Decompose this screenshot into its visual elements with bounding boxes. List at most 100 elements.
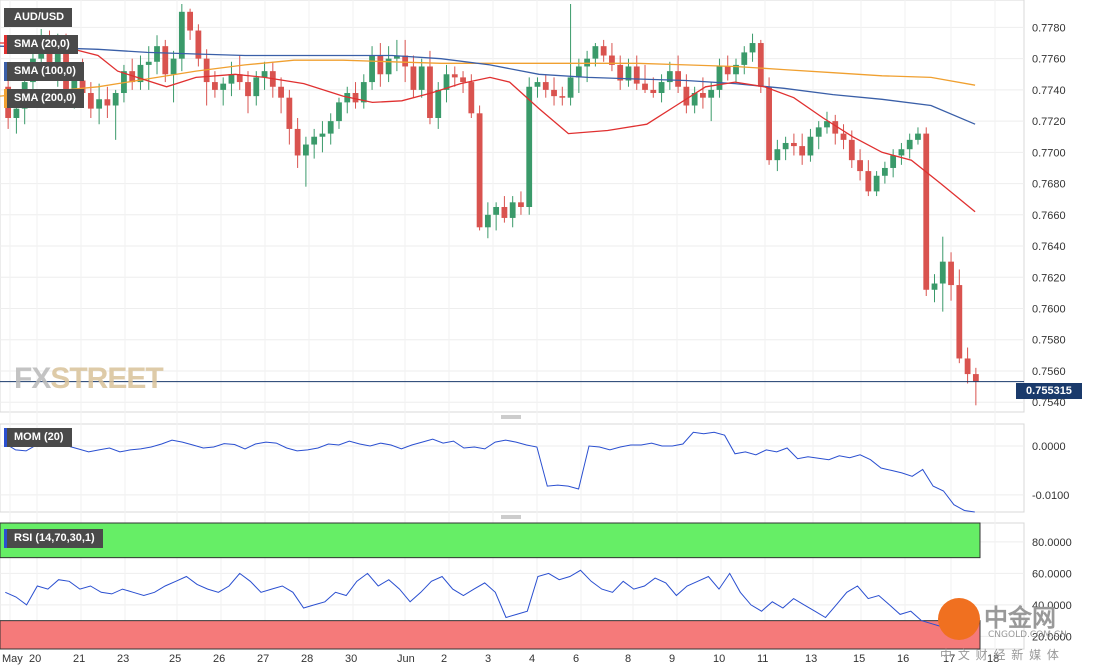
candle-body [915,133,921,140]
candle [145,46,152,90]
candle-body [112,93,119,106]
candle-body [964,358,971,375]
candle [915,127,921,145]
candle [327,113,334,145]
legend-sma200[interactable]: SMA (200,0) [4,89,84,108]
candle [451,66,458,87]
candle-body [824,121,830,128]
price-tick-label: 0.7680 [1032,179,1066,191]
candle [658,74,665,103]
x-tick-label: 18 [987,653,999,665]
candle-body [71,80,78,90]
candle-body [236,74,243,83]
sma200-line [0,59,976,97]
candle-body [733,64,739,75]
rsi-tick-label: 60.0000 [1032,568,1072,580]
current-price-tag: 0.755315 [1016,383,1082,399]
candle-body [336,102,342,122]
candle-body [319,133,326,137]
x-tick-label: 28 [301,653,313,665]
cngold-logo-icon [938,598,980,640]
legend-mom[interactable]: MOM (20) [4,428,72,447]
candle [278,77,284,114]
candle [675,55,681,94]
candle-body [666,71,673,83]
x-tick-label: 11 [757,653,768,665]
x-tick-label: 23 [117,653,129,665]
x-tick-label: 6 [573,653,579,665]
candle-body [460,77,466,83]
panel-splitter-1[interactable] [501,415,521,419]
cngold-name: 中金网 [984,604,1056,632]
x-tick-label: 16 [897,653,909,665]
x-tick-label: 17 [943,653,955,665]
candle [344,86,351,114]
candle-body [178,11,185,59]
candle [112,89,119,140]
candle-body [799,146,806,156]
rsi-tick-label: 80.0000 [1032,537,1072,549]
candle [741,46,748,75]
candle-body [278,86,284,98]
legend-sma20[interactable]: SMA (20,0) [4,35,78,54]
candle [923,127,930,297]
candle-body [881,167,888,176]
candle-body [385,58,392,75]
candle-body [468,82,475,114]
candle [857,149,863,181]
candle-body [418,66,425,90]
candle-body [501,207,508,218]
candle-body [212,82,218,90]
candle [972,367,979,406]
candle [956,269,963,364]
candle [708,82,715,122]
x-tick-label: 10 [713,653,725,665]
candle-body [145,61,152,65]
candle [162,39,169,83]
candle-body [956,285,963,359]
legend-rsi[interactable]: RSI (14,70,30,1) [4,529,103,548]
candle [617,55,624,90]
axis-labels: 0.7540 0.7560 0.7580 0.7600 0.7620 0.7640 0.76… [2,22,1072,665]
panel-splitter-2[interactable] [501,515,521,519]
candle-body [840,133,847,140]
candle [435,82,442,129]
x-tick-label: 30 [345,653,357,665]
candle-body [261,71,268,78]
candle-body [360,82,367,103]
candle-body [534,82,541,87]
candle-body [906,139,913,150]
candle-body [137,64,144,83]
candle [311,128,318,159]
candle [567,4,574,106]
x-tick-label: 9 [669,653,675,665]
candle-body [228,74,235,84]
candle-body [658,82,665,94]
candle-body [675,71,681,87]
candle-body [857,160,863,172]
rsi-tick-label: 20.0000 [1032,631,1072,643]
candle [542,74,549,98]
x-tick-label: 3 [485,653,491,665]
candle [96,83,103,125]
legend-mom-label: MOM (20) [14,431,64,443]
rsi-oversold-zone [0,620,981,650]
symbol-label[interactable]: AUD/USD [4,8,73,27]
candle [575,58,582,94]
candle-body [542,82,549,90]
candle-body [476,113,483,228]
candle [724,55,731,81]
candle-body [600,46,607,56]
candle [360,74,367,109]
candle-body [972,374,979,382]
candle-body [526,86,533,207]
legend-sma100[interactable]: SMA (100,0) [4,62,84,81]
candle [443,64,450,103]
candle-body [344,93,351,103]
candle-body [749,43,756,53]
candle [815,121,822,150]
legend-rsi-label: RSI (14,70,30,1) [14,532,95,544]
candle [948,252,954,301]
candle [592,43,599,67]
